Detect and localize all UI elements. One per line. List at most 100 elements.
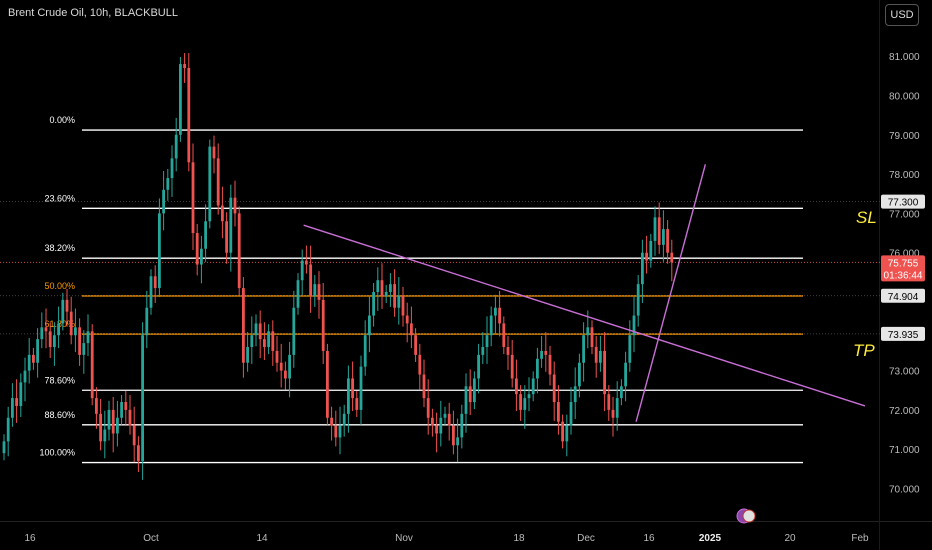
candle-body (246, 347, 249, 363)
candle-body (326, 350, 329, 418)
candle-body (431, 417, 434, 426)
candle-body (250, 335, 254, 348)
candle-body (506, 347, 510, 355)
candle-body (649, 240, 653, 261)
candle-body (32, 354, 35, 363)
candle-body (95, 398, 98, 414)
fib-level-label: 50.00% (44, 281, 75, 291)
candle-body (237, 213, 241, 289)
candle-body (200, 248, 203, 265)
candle-body (557, 402, 560, 422)
candle-body (628, 335, 632, 363)
price-tag-74904: 74.904 (888, 292, 919, 303)
candle-body (351, 378, 354, 399)
candle-body (141, 335, 144, 461)
candle-body (330, 417, 333, 426)
candle-body (590, 327, 594, 348)
price-tag-73935: 73.935 (888, 330, 919, 341)
candle-body (531, 378, 535, 395)
candle-body (481, 347, 485, 355)
currency-selector[interactable]: USD (885, 4, 919, 26)
current-price-tag: 75.755 (888, 258, 919, 269)
candle-body (195, 233, 199, 265)
current-price-tag-bg (881, 255, 925, 282)
countdown-label: 01:36:44 (884, 270, 923, 281)
candle-body (376, 280, 380, 292)
candle-body (464, 386, 468, 414)
candle-body (11, 398, 14, 418)
candle-body (414, 335, 417, 355)
candle-body (317, 284, 321, 300)
candle-body (603, 350, 606, 395)
sl-annotation: SL (856, 208, 877, 227)
fib-level-label: 78.60% (44, 375, 75, 385)
x-tick-label: 16 (24, 533, 36, 544)
candle-body (296, 280, 300, 308)
candle-body (187, 67, 191, 163)
candle-body (670, 252, 674, 263)
candle-body (279, 362, 283, 371)
chart-title: Brent Crude Oil, 10h, BLACKBULL (8, 7, 178, 19)
fib-level-label: 38.20% (44, 243, 75, 253)
candle-body (305, 260, 308, 265)
candle-body (586, 327, 590, 336)
candle-body (153, 276, 157, 289)
y-tick-label: 76.000 (889, 249, 920, 260)
candle-body (662, 229, 665, 245)
candle-body (641, 252, 644, 285)
price-tag-74904-bg (881, 288, 925, 303)
candle-body (527, 394, 531, 399)
candle-body (401, 295, 405, 316)
candle-body (254, 323, 258, 336)
descending-trendline (303, 224, 866, 407)
candle-body (578, 362, 581, 387)
candle-body (2, 441, 6, 454)
candle-body (456, 437, 459, 446)
candle-body (540, 350, 543, 359)
candle-body (620, 386, 623, 399)
candle-body (120, 402, 123, 418)
candle-body (502, 323, 506, 348)
candle-body (166, 178, 170, 190)
candle-body (162, 189, 165, 214)
candle-body (657, 217, 661, 245)
candle-body (443, 413, 447, 418)
candle-body (452, 425, 455, 446)
candle-body (624, 362, 627, 387)
x-tick-label: 16 (643, 533, 655, 544)
candle-body (569, 402, 573, 426)
x-tick-label: Nov (395, 533, 413, 544)
candle-body (53, 335, 56, 348)
candle-body (632, 315, 636, 336)
candle-body (149, 276, 153, 308)
candle-body (174, 134, 178, 159)
candle-body (418, 354, 422, 375)
candle-body (300, 260, 304, 281)
candle-body (258, 323, 262, 340)
x-tick-label: 14 (256, 533, 268, 544)
candle-body (594, 347, 598, 363)
candle-body (342, 413, 346, 426)
candle-body (515, 378, 518, 395)
y-tick-label: 71.000 (889, 445, 920, 456)
candle-body (536, 358, 539, 379)
y-tick-label: 80.000 (889, 92, 920, 103)
candle-body (489, 315, 493, 336)
candle-body (90, 331, 94, 399)
candle-body (23, 370, 27, 383)
candle-body (599, 350, 602, 363)
candle-body (36, 339, 39, 363)
candle-body (313, 284, 317, 296)
y-tick-label: 70.000 (889, 485, 920, 496)
candle-body (347, 378, 350, 414)
candle-body (321, 299, 325, 351)
fib-level-label: 0.00% (49, 115, 75, 125)
candle-body (69, 311, 73, 336)
candle-body (221, 205, 224, 222)
candle-body (124, 402, 128, 410)
candle-body (645, 252, 648, 261)
candle-body (263, 339, 266, 348)
candle-body (40, 327, 44, 340)
candle-body (27, 354, 31, 371)
